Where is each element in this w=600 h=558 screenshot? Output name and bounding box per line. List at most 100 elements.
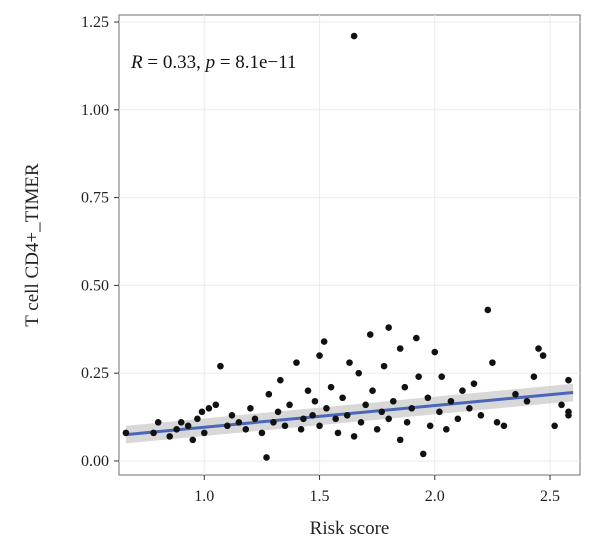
data-point	[470, 380, 478, 388]
data-point	[565, 376, 572, 384]
data-point	[380, 362, 388, 370]
data-point	[431, 348, 439, 356]
x-tick-label: 2.0	[425, 488, 445, 505]
r-label: R	[130, 52, 143, 73]
data-point	[484, 306, 492, 314]
data-point	[565, 412, 572, 419]
data-point	[339, 394, 346, 402]
data-point	[242, 426, 250, 433]
data-point	[224, 422, 231, 430]
data-point	[385, 415, 392, 423]
data-point	[426, 422, 434, 430]
data-point	[355, 369, 363, 377]
data-point	[403, 419, 411, 426]
data-point	[297, 426, 305, 433]
p-label: p	[204, 52, 216, 73]
data-point	[258, 429, 266, 437]
data-point	[320, 338, 328, 345]
data-point	[316, 422, 323, 430]
data-point	[350, 32, 358, 40]
data-point	[419, 450, 427, 458]
data-point	[512, 390, 519, 398]
data-point	[274, 408, 282, 416]
data-point	[198, 408, 206, 416]
data-point	[177, 419, 185, 426]
data-point	[436, 408, 443, 416]
data-point	[415, 373, 422, 380]
data-point	[443, 426, 450, 433]
data-point	[316, 352, 323, 359]
data-point	[477, 412, 485, 419]
data-point	[154, 419, 162, 426]
data-point	[357, 419, 365, 426]
data-point	[385, 324, 392, 331]
data-point	[212, 401, 220, 409]
data-point	[396, 436, 404, 444]
y-axis-title: T cell CD4+_TIMER	[22, 163, 43, 327]
data-point	[378, 408, 386, 416]
data-point	[311, 397, 319, 405]
data-point	[493, 419, 501, 426]
data-point	[200, 429, 208, 437]
data-point	[122, 429, 130, 437]
y-tick-label: 0.50	[81, 277, 109, 294]
data-point	[184, 422, 192, 430]
data-point	[551, 422, 558, 430]
y-tick-label: 1.00	[81, 102, 109, 119]
data-point	[413, 334, 420, 342]
x-axis-title: Risk score	[310, 518, 390, 539]
data-point	[228, 412, 236, 419]
x-tick-label: 2.5	[540, 488, 560, 505]
data-point	[447, 397, 455, 405]
data-point	[263, 454, 270, 461]
data-point	[343, 412, 351, 419]
y-tick-label: 0.00	[81, 453, 109, 470]
data-point	[286, 401, 293, 409]
data-point	[530, 373, 538, 380]
data-point	[327, 383, 335, 391]
data-point	[300, 415, 307, 423]
data-point	[362, 401, 369, 409]
data-point	[166, 433, 174, 440]
data-point	[205, 404, 213, 412]
correlation-annotation: R = 0.33, p = 8.1e−11	[130, 52, 297, 73]
data-point	[535, 345, 542, 352]
x-axis-ticks: 1.0 1.5 2.0 2.5	[194, 475, 560, 505]
data-point	[489, 359, 496, 366]
data-points	[122, 32, 572, 461]
data-point	[369, 387, 376, 395]
data-point	[500, 422, 508, 430]
data-point	[454, 415, 462, 423]
data-point	[251, 415, 259, 423]
y-tick-label: 0.75	[81, 190, 109, 207]
data-point	[438, 373, 446, 380]
data-point	[281, 422, 289, 430]
grid-lines	[119, 15, 580, 475]
x-tick-label: 1.5	[310, 488, 330, 505]
data-point	[539, 352, 547, 359]
p-value: = 8.1e−11	[215, 52, 296, 73]
data-point	[424, 394, 432, 402]
data-point	[293, 359, 300, 366]
data-point	[396, 345, 404, 352]
data-point	[309, 412, 316, 419]
data-point	[323, 404, 330, 412]
x-tick-label: 1.0	[194, 488, 214, 505]
data-point	[270, 419, 277, 426]
y-axis-ticks: 0.00 0.25 0.50 0.75 1.00 1.25	[81, 14, 119, 470]
data-point	[366, 331, 374, 338]
data-point	[235, 419, 243, 426]
data-point	[332, 415, 339, 423]
y-tick-label: 1.25	[81, 14, 109, 31]
data-point	[558, 401, 565, 409]
data-point	[173, 426, 180, 433]
data-point	[334, 429, 342, 437]
data-point	[194, 415, 201, 423]
data-point	[346, 359, 353, 366]
data-point	[265, 390, 273, 398]
data-point	[304, 387, 312, 395]
data-point	[523, 397, 531, 405]
data-point	[350, 433, 358, 440]
data-point	[277, 376, 284, 384]
